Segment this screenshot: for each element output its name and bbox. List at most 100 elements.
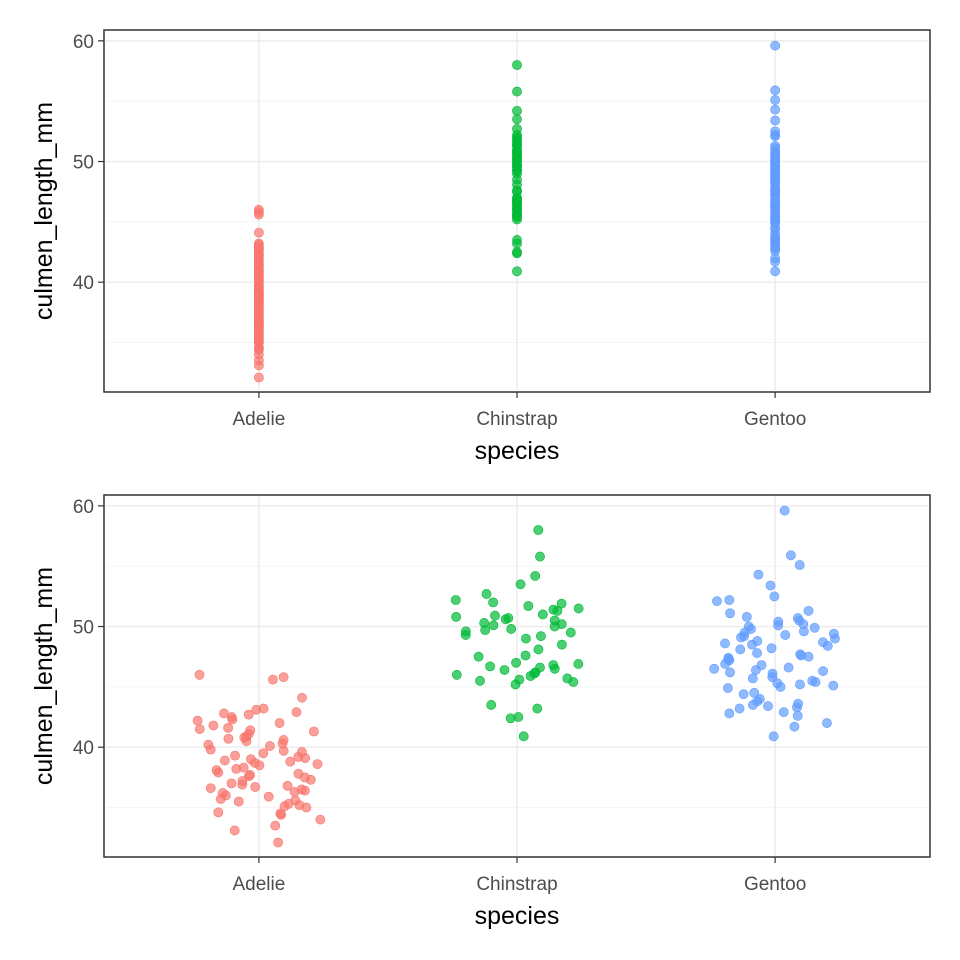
data-point (722, 683, 733, 693)
y-tick-label: 50 (73, 618, 94, 639)
data-point (219, 755, 230, 766)
data-point (481, 589, 492, 599)
data-point (194, 724, 205, 734)
data-point (296, 784, 307, 795)
data-point (770, 126, 781, 137)
data-point (770, 266, 781, 277)
data-point (792, 613, 803, 623)
data-point (723, 653, 734, 663)
data-point (250, 782, 261, 792)
y-axis-title: culmen_length_mm (30, 102, 58, 320)
data-point (291, 707, 302, 718)
data-point (503, 613, 514, 623)
y-tick-label: 50 (73, 153, 94, 174)
data-point (245, 725, 256, 736)
data-point (268, 674, 278, 685)
data-point (735, 644, 746, 655)
data-point (253, 372, 264, 383)
data-point (749, 687, 760, 698)
data-point (511, 657, 522, 668)
data-point (724, 595, 735, 605)
data-point (253, 204, 264, 215)
data-point (512, 247, 522, 257)
data-point (789, 721, 800, 732)
data-point (818, 637, 828, 648)
data-point (275, 808, 286, 819)
data-point (219, 708, 229, 719)
data-point (767, 668, 778, 679)
x-tick-label: Adelie (232, 874, 285, 895)
data-point (795, 679, 805, 690)
data-point (203, 739, 214, 750)
data-point (562, 673, 573, 684)
data-point (285, 756, 296, 767)
data-point (282, 780, 293, 791)
data-point (828, 628, 839, 639)
data-point (770, 115, 781, 126)
data-point (308, 726, 319, 737)
data-point (773, 616, 784, 627)
data-point (565, 627, 576, 638)
data-point (828, 680, 839, 691)
data-point (521, 633, 531, 644)
data-point (712, 596, 722, 607)
data-point (709, 663, 720, 674)
data-point (486, 700, 497, 710)
data-point (734, 703, 745, 714)
data-point (756, 660, 767, 671)
data-point (557, 639, 567, 650)
data-point (278, 672, 289, 683)
data-point (769, 591, 780, 602)
jitter-plot-panel: 40 50 60 Adelie Chinstrap Gentoo species culmen… (30, 494, 931, 930)
data-point (226, 778, 237, 789)
data-point (485, 661, 495, 672)
data-point (223, 722, 234, 733)
data-point (296, 747, 307, 757)
data-point (270, 820, 281, 831)
data-point (278, 735, 289, 745)
data-point (766, 643, 777, 654)
x-tick-label: Adelie (232, 409, 285, 430)
data-point (205, 783, 216, 794)
data-point (223, 733, 234, 744)
data-point (312, 759, 323, 769)
data-point (535, 551, 545, 562)
data-point (792, 710, 803, 721)
data-point (479, 618, 490, 628)
data-point (293, 768, 304, 779)
data-point (535, 662, 545, 673)
data-point (274, 718, 285, 728)
data-point (765, 580, 776, 591)
data-point (743, 621, 754, 632)
data-point (230, 750, 240, 761)
data-point (512, 114, 522, 125)
data-point (512, 266, 522, 277)
data-point (475, 675, 485, 686)
data-point (573, 659, 584, 669)
data-point (818, 666, 828, 677)
data-point (770, 140, 781, 151)
data-point (768, 731, 779, 742)
data-point (192, 715, 203, 726)
data-point (263, 791, 274, 802)
data-point (822, 718, 832, 728)
data-point (512, 124, 522, 134)
data-point (770, 85, 781, 96)
data-point (556, 598, 567, 609)
y-tick-label: 60 (73, 32, 94, 53)
data-point (536, 631, 546, 642)
data-point (208, 720, 219, 731)
data-point (515, 579, 526, 590)
data-point (770, 104, 781, 115)
data-point (795, 649, 806, 660)
data-point (724, 708, 735, 719)
data-point (518, 731, 529, 742)
data-point (752, 636, 763, 646)
y-tick-label: 60 (73, 497, 94, 518)
data-point (451, 669, 462, 680)
strip-plot-panel: 40 50 60 Adelie Chinstrap Gentoo species culmen… (30, 29, 931, 465)
data-point (783, 662, 794, 673)
x-axis-title: species (475, 437, 560, 465)
data-point (315, 814, 326, 825)
data-point (290, 795, 301, 806)
